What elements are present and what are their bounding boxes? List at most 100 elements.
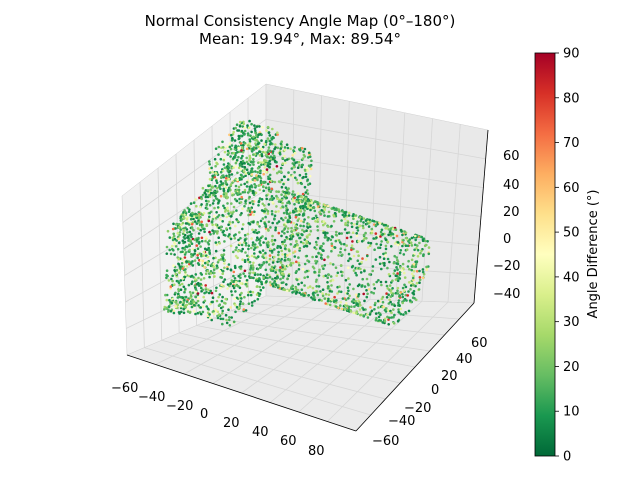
point	[286, 277, 289, 281]
point	[185, 300, 189, 303]
point	[293, 203, 296, 206]
point	[295, 278, 299, 282]
x-tick-label: −40	[138, 390, 165, 405]
point	[312, 267, 316, 270]
point	[393, 304, 397, 308]
point	[357, 293, 361, 296]
point	[197, 232, 201, 235]
point	[407, 290, 410, 293]
point	[232, 274, 235, 278]
point	[316, 293, 320, 297]
point	[266, 209, 270, 213]
point	[195, 204, 198, 208]
z-tick-label: −40	[493, 287, 520, 302]
point	[317, 298, 321, 302]
point	[183, 275, 187, 279]
point	[314, 259, 317, 263]
point	[234, 224, 237, 228]
point	[267, 146, 271, 149]
point	[212, 199, 216, 202]
point	[300, 288, 304, 292]
point	[245, 185, 249, 188]
point	[410, 268, 414, 272]
point	[243, 188, 247, 192]
point	[178, 283, 182, 287]
point	[362, 217, 366, 220]
point	[237, 134, 241, 138]
point	[378, 262, 382, 266]
point	[270, 179, 273, 183]
point	[237, 185, 241, 189]
grid-line	[231, 310, 445, 336]
point	[331, 247, 334, 250]
point	[243, 238, 247, 241]
point	[324, 233, 327, 237]
point	[296, 219, 300, 222]
point	[191, 291, 195, 295]
point	[404, 236, 408, 240]
point	[381, 300, 385, 304]
point	[165, 252, 169, 255]
point	[331, 235, 334, 239]
point	[229, 306, 232, 309]
point	[312, 206, 316, 210]
point	[310, 296, 313, 299]
point	[166, 274, 169, 278]
point	[284, 194, 287, 197]
point	[277, 220, 281, 223]
point	[418, 278, 422, 282]
grid-line	[265, 118, 486, 160]
point	[281, 201, 284, 205]
point	[370, 227, 374, 231]
point	[357, 254, 360, 257]
point	[404, 285, 408, 289]
point	[285, 143, 289, 146]
grid-line	[213, 317, 430, 352]
point	[280, 234, 283, 238]
point	[298, 173, 302, 177]
point	[247, 247, 250, 251]
point	[341, 213, 345, 217]
point	[240, 243, 244, 247]
x-tick-label: 80	[308, 444, 325, 459]
point	[180, 310, 183, 314]
point	[374, 223, 378, 227]
point	[212, 312, 216, 315]
point	[300, 146, 304, 150]
x-tick-label: −60	[111, 381, 138, 396]
point	[179, 228, 182, 231]
point	[323, 205, 327, 209]
point	[282, 223, 286, 227]
point	[248, 163, 252, 167]
point	[266, 244, 269, 247]
point	[284, 225, 288, 228]
point	[320, 209, 324, 212]
point	[349, 235, 353, 239]
point	[294, 207, 297, 210]
point	[307, 216, 310, 219]
point	[280, 249, 284, 253]
point	[190, 222, 194, 226]
point	[253, 255, 256, 259]
point	[178, 241, 181, 245]
point	[412, 262, 416, 266]
point	[237, 146, 240, 150]
point	[248, 156, 252, 160]
point	[181, 303, 185, 307]
point	[401, 286, 405, 290]
point	[323, 214, 326, 217]
point	[286, 201, 289, 205]
point	[342, 242, 346, 246]
point	[253, 273, 257, 277]
point	[399, 312, 403, 316]
point	[234, 303, 237, 307]
point	[344, 221, 347, 225]
point	[230, 279, 234, 282]
point	[285, 206, 288, 210]
point	[343, 248, 347, 252]
point	[262, 185, 265, 189]
y-axis-line	[355, 302, 475, 432]
point	[390, 245, 393, 248]
point	[284, 191, 288, 194]
point	[356, 229, 360, 232]
